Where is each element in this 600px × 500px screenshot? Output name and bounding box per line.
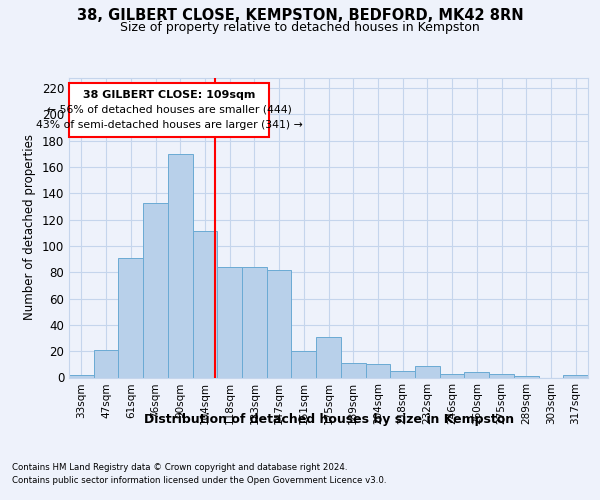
Bar: [267, 270, 292, 378]
Bar: [341, 363, 365, 378]
Text: Distribution of detached houses by size in Kempston: Distribution of detached houses by size …: [144, 412, 514, 426]
Text: Size of property relative to detached houses in Kempston: Size of property relative to detached ho…: [120, 21, 480, 34]
Bar: [440, 374, 464, 378]
Text: 38, GILBERT CLOSE, KEMPSTON, BEDFORD, MK42 8RN: 38, GILBERT CLOSE, KEMPSTON, BEDFORD, MK…: [77, 8, 523, 22]
Bar: [489, 374, 514, 378]
Text: Contains HM Land Registry data © Crown copyright and database right 2024.: Contains HM Land Registry data © Crown c…: [12, 462, 347, 471]
Text: 43% of semi-detached houses are larger (341) →: 43% of semi-detached houses are larger (…: [36, 120, 303, 130]
FancyBboxPatch shape: [70, 83, 269, 136]
Bar: [193, 232, 217, 378]
Bar: [94, 350, 118, 378]
Bar: [316, 336, 341, 378]
Bar: [464, 372, 489, 378]
Bar: [415, 366, 440, 378]
Bar: [242, 267, 267, 378]
Bar: [390, 371, 415, 378]
Text: Contains public sector information licensed under the Open Government Licence v3: Contains public sector information licen…: [12, 476, 386, 485]
Bar: [69, 375, 94, 378]
Bar: [118, 258, 143, 378]
Bar: [217, 267, 242, 378]
Bar: [168, 154, 193, 378]
Y-axis label: Number of detached properties: Number of detached properties: [23, 134, 36, 320]
Bar: [365, 364, 390, 378]
Text: ← 56% of detached houses are smaller (444): ← 56% of detached houses are smaller (44…: [47, 104, 292, 115]
Bar: [143, 202, 168, 378]
Bar: [514, 376, 539, 378]
Bar: [563, 375, 588, 378]
Bar: [292, 351, 316, 378]
Text: 38 GILBERT CLOSE: 109sqm: 38 GILBERT CLOSE: 109sqm: [83, 90, 256, 100]
